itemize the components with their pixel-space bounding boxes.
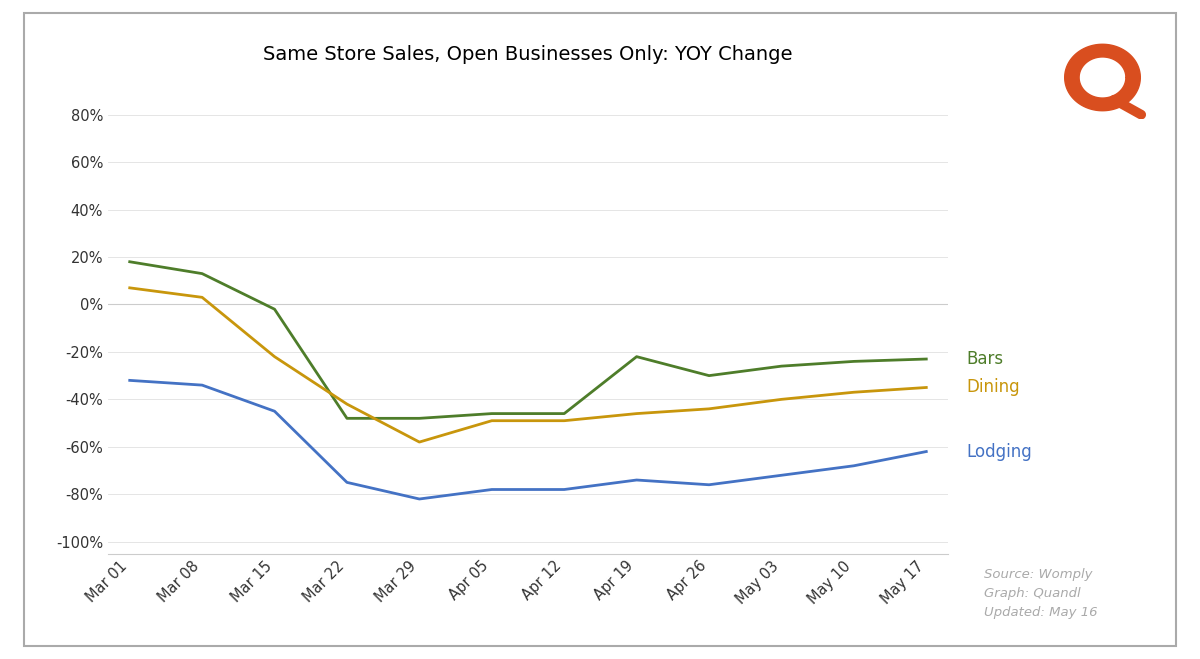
Title: Same Store Sales, Open Businesses Only: YOY Change: Same Store Sales, Open Businesses Only: … xyxy=(263,45,793,64)
Text: Dining: Dining xyxy=(966,378,1020,397)
Polygon shape xyxy=(1064,44,1140,111)
Text: Bars: Bars xyxy=(966,350,1003,368)
Text: Source: Womply
Graph: Quandl
Updated: May 16: Source: Womply Graph: Quandl Updated: Ma… xyxy=(984,569,1098,619)
Text: Lodging: Lodging xyxy=(966,443,1032,461)
